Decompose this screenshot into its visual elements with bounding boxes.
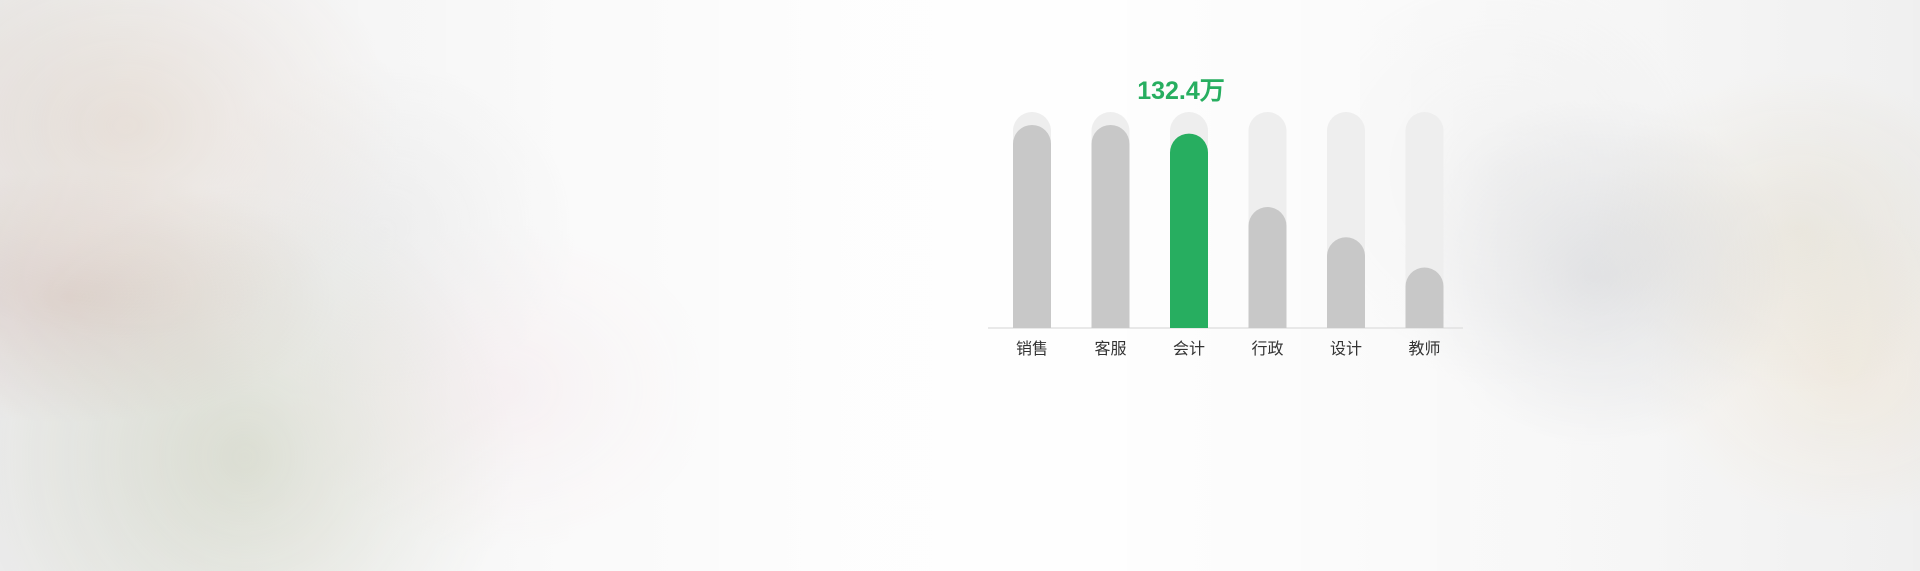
category-label: 销售 bbox=[1016, 340, 1048, 358]
category-label: 设计 bbox=[1330, 340, 1362, 358]
category-label: 教师 bbox=[1408, 340, 1440, 358]
bars bbox=[1013, 124, 1444, 328]
category-label: 客服 bbox=[1094, 340, 1126, 358]
category-label: 会计 bbox=[1173, 340, 1205, 358]
bar-2 bbox=[1091, 124, 1130, 328]
bar-5 bbox=[1327, 237, 1365, 328]
bar-6 bbox=[1405, 267, 1444, 328]
highlighted-value-label: 132.4万 bbox=[1137, 77, 1225, 105]
salary-bar-chart: 销售 客服 会计 行政 设计 教师 132.4万 bbox=[980, 62, 1463, 382]
bar-tracks bbox=[1013, 112, 1444, 328]
bar-1 bbox=[1013, 124, 1051, 328]
category-labels: 销售 客服 会计 行政 设计 教师 bbox=[1016, 340, 1441, 358]
category-label: 行政 bbox=[1251, 340, 1283, 358]
bar-3 bbox=[1170, 133, 1208, 328]
bar-chart-svg: 销售 客服 会计 行政 设计 教师 132.4万 bbox=[988, 77, 1463, 358]
bar-4 bbox=[1248, 207, 1287, 328]
